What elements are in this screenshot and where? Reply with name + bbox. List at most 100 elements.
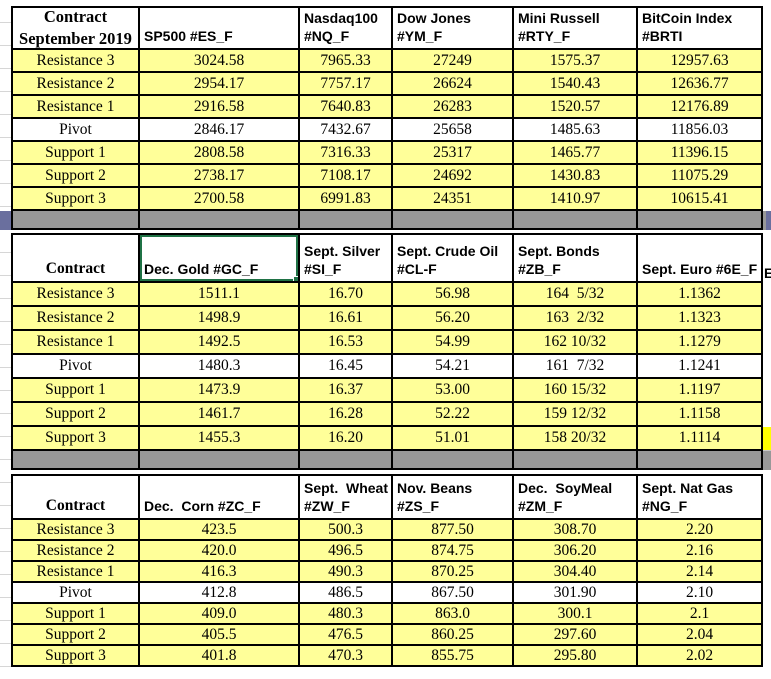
value-cell[interactable]: 11856.03 xyxy=(638,119,763,142)
value-cell[interactable]: 304.40 xyxy=(514,562,638,583)
value-cell[interactable]: 416.3 xyxy=(140,562,300,583)
value-cell[interactable]: 500.3 xyxy=(300,520,393,541)
value-cell[interactable]: 1473.9 xyxy=(140,379,300,403)
value-cell[interactable]: 25658 xyxy=(393,119,514,142)
value-cell[interactable]: 860.25 xyxy=(393,625,514,646)
value-cell[interactable]: 54.99 xyxy=(393,331,514,355)
row-label-resistance-3[interactable]: Resistance 3 xyxy=(13,50,140,73)
row-label-resistance-2[interactable]: Resistance 2 xyxy=(13,73,140,96)
row-label-support-3[interactable]: Support 3 xyxy=(13,646,140,667)
row-label-support-1[interactable]: Support 1 xyxy=(13,142,140,165)
column-header[interactable]: Nov. Beans #ZS_F xyxy=(393,476,514,520)
column-header[interactable]: Nasdaq100 #NQ_F xyxy=(300,8,393,50)
row-label-support-3[interactable]: Support 3 xyxy=(13,427,140,451)
value-cell[interactable]: 163 2/32 xyxy=(514,307,638,331)
value-cell[interactable]: 7316.33 xyxy=(300,142,393,165)
value-cell[interactable]: 24351 xyxy=(393,188,514,211)
value-cell[interactable]: 423.5 xyxy=(140,520,300,541)
column-header[interactable]: Sept. Euro #6E_F xyxy=(638,235,763,283)
column-header[interactable]: Mini Russell #RTY_F xyxy=(514,8,638,50)
row-label-pivot[interactable]: Pivot xyxy=(13,583,140,604)
column-header[interactable]: SP500 #ES_F xyxy=(140,8,300,50)
value-cell[interactable]: 26624 xyxy=(393,73,514,96)
value-cell[interactable]: 7965.33 xyxy=(300,50,393,73)
value-cell[interactable]: 12636.77 xyxy=(638,73,763,96)
row-label-resistance-1[interactable]: Resistance 1 xyxy=(13,96,140,119)
contract-header-grains-natgas[interactable]: Contract xyxy=(13,476,140,520)
value-cell[interactable]: 161 7/32 xyxy=(514,355,638,379)
value-cell[interactable]: 1492.5 xyxy=(140,331,300,355)
value-cell[interactable]: 1498.9 xyxy=(140,307,300,331)
value-cell[interactable]: 16.28 xyxy=(300,403,393,427)
value-cell[interactable]: 3024.58 xyxy=(140,50,300,73)
value-cell[interactable]: 1465.77 xyxy=(514,142,638,165)
value-cell[interactable]: 2.10 xyxy=(638,583,763,604)
value-cell[interactable]: 162 10/32 xyxy=(514,331,638,355)
value-cell[interactable]: 490.3 xyxy=(300,562,393,583)
value-cell[interactable]: 1.1323 xyxy=(638,307,763,331)
value-cell[interactable]: 26283 xyxy=(393,96,514,119)
value-cell[interactable]: 6991.83 xyxy=(300,188,393,211)
value-cell[interactable]: 2.1 xyxy=(638,604,763,625)
value-cell[interactable]: 52.22 xyxy=(393,403,514,427)
value-cell[interactable]: 1.1279 xyxy=(638,331,763,355)
value-cell[interactable]: 2.20 xyxy=(638,520,763,541)
row-label-resistance-1[interactable]: Resistance 1 xyxy=(13,562,140,583)
value-cell[interactable]: 2.16 xyxy=(638,541,763,562)
value-cell[interactable]: 308.70 xyxy=(514,520,638,541)
value-cell[interactable]: 297.60 xyxy=(514,625,638,646)
value-cell[interactable]: 405.5 xyxy=(140,625,300,646)
value-cell[interactable]: 2.04 xyxy=(638,625,763,646)
row-label-resistance-2[interactable]: Resistance 2 xyxy=(13,307,140,331)
value-cell[interactable]: 10615.41 xyxy=(638,188,763,211)
value-cell[interactable]: 1.1241 xyxy=(638,355,763,379)
value-cell[interactable]: 1540.43 xyxy=(514,73,638,96)
row-label-resistance-1[interactable]: Resistance 1 xyxy=(13,331,140,355)
value-cell[interactable]: 409.0 xyxy=(140,604,300,625)
value-cell[interactable]: 863.0 xyxy=(393,604,514,625)
column-header[interactable]: Dec. Corn #ZC_F xyxy=(140,476,300,520)
row-label-resistance-2[interactable]: Resistance 2 xyxy=(13,541,140,562)
value-cell[interactable]: 16.70 xyxy=(300,283,393,307)
column-header[interactable]: Dow Jones #YM_F xyxy=(393,8,514,50)
column-header[interactable]: Sept. Nat Gas #NG_F xyxy=(638,476,763,520)
value-cell[interactable]: 12957.63 xyxy=(638,50,763,73)
column-header[interactable]: Sept. Bonds #ZB_F xyxy=(514,235,638,283)
value-cell[interactable]: 855.75 xyxy=(393,646,514,667)
column-header[interactable]: BitCoin Index #BRTI xyxy=(638,8,763,50)
value-cell[interactable]: 1455.3 xyxy=(140,427,300,451)
row-label-support-2[interactable]: Support 2 xyxy=(13,403,140,427)
value-cell[interactable]: 54.21 xyxy=(393,355,514,379)
value-cell[interactable]: 1485.63 xyxy=(514,119,638,142)
value-cell[interactable]: 2954.17 xyxy=(140,73,300,96)
value-cell[interactable]: 53.00 xyxy=(393,379,514,403)
value-cell[interactable]: 412.8 xyxy=(140,583,300,604)
row-label-support-3[interactable]: Support 3 xyxy=(13,188,140,211)
value-cell[interactable]: 1.1158 xyxy=(638,403,763,427)
value-cell[interactable]: 877.50 xyxy=(393,520,514,541)
value-cell[interactable]: 1430.83 xyxy=(514,165,638,188)
value-cell[interactable]: 7757.17 xyxy=(300,73,393,96)
row-label-pivot[interactable]: Pivot xyxy=(13,119,140,142)
value-cell[interactable]: 7640.83 xyxy=(300,96,393,119)
value-cell[interactable]: 7108.17 xyxy=(300,165,393,188)
value-cell[interactable]: 486.5 xyxy=(300,583,393,604)
value-cell[interactable]: 160 15/32 xyxy=(514,379,638,403)
value-cell[interactable]: 1520.57 xyxy=(514,96,638,119)
row-label-pivot[interactable]: Pivot xyxy=(13,355,140,379)
value-cell[interactable]: 300.1 xyxy=(514,604,638,625)
value-cell[interactable]: 16.20 xyxy=(300,427,393,451)
column-header[interactable]: Sept. Silver #SI_F xyxy=(300,235,393,283)
value-cell[interactable]: 870.25 xyxy=(393,562,514,583)
contract-header-metals-energy-bonds[interactable]: Contract xyxy=(13,235,140,283)
value-cell[interactable]: 16.37 xyxy=(300,379,393,403)
value-cell[interactable]: 496.5 xyxy=(300,541,393,562)
value-cell[interactable]: 476.5 xyxy=(300,625,393,646)
contract-header-index-futures[interactable]: Contract September 2019 xyxy=(13,8,140,50)
row-label-support-1[interactable]: Support 1 xyxy=(13,604,140,625)
value-cell[interactable]: 306.20 xyxy=(514,541,638,562)
value-cell[interactable]: 2846.17 xyxy=(140,119,300,142)
value-cell[interactable]: 164 5/32 xyxy=(514,283,638,307)
value-cell[interactable]: 12176.89 xyxy=(638,96,763,119)
value-cell[interactable]: 11075.29 xyxy=(638,165,763,188)
